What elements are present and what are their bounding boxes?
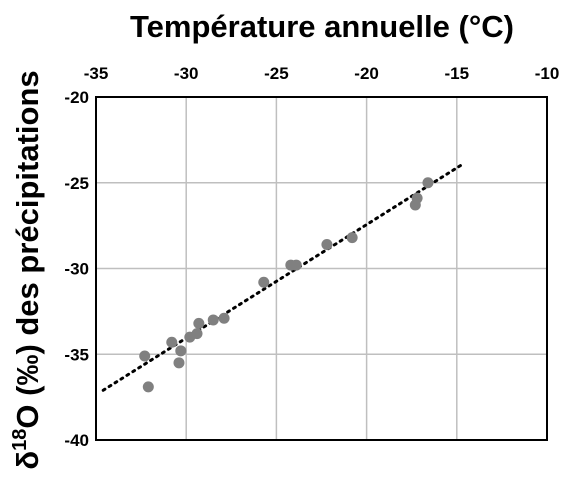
y-axis-label: δ18O (‰) des précipitations bbox=[9, 70, 45, 469]
y-tick-label: -25 bbox=[64, 174, 89, 193]
y-tick-label: -30 bbox=[64, 260, 89, 279]
data-points bbox=[139, 177, 434, 393]
data-point bbox=[166, 336, 178, 348]
data-point bbox=[321, 238, 333, 250]
x-tick-label: -10 bbox=[535, 64, 560, 83]
x-tick-label: -20 bbox=[354, 64, 379, 83]
data-point bbox=[175, 345, 187, 357]
x-tick-label: -25 bbox=[264, 64, 289, 83]
x-axis-ticks: -35 -30 -25 -20 -15 -10 bbox=[84, 64, 560, 83]
chart-title: Température annuelle (°C) bbox=[130, 9, 514, 44]
data-point bbox=[422, 177, 434, 189]
y-tick-label: -20 bbox=[64, 88, 89, 107]
y-axis-label-rest: O (‰) des précipitations bbox=[10, 70, 45, 428]
y-tick-label: -35 bbox=[64, 345, 89, 364]
data-point bbox=[207, 314, 219, 326]
y-axis-label-superscript: 18 bbox=[9, 429, 31, 451]
grid bbox=[95, 96, 548, 441]
svg-text:δ18O (‰) des précipitations: δ18O (‰) des précipitations bbox=[9, 70, 45, 469]
data-point bbox=[142, 381, 154, 393]
data-point bbox=[191, 328, 203, 340]
x-tick-label: -15 bbox=[445, 64, 470, 83]
plot-area bbox=[95, 96, 548, 441]
y-axis-label-delta: δ bbox=[10, 451, 45, 470]
data-point bbox=[193, 317, 205, 329]
data-point bbox=[411, 192, 423, 204]
data-point bbox=[139, 350, 151, 362]
x-tick-label: -30 bbox=[174, 64, 199, 83]
data-point bbox=[258, 276, 270, 288]
data-point bbox=[218, 312, 230, 324]
y-axis-ticks: -20 -25 -30 -35 -40 bbox=[64, 88, 89, 450]
data-point bbox=[346, 232, 358, 244]
x-tick-label: -35 bbox=[84, 64, 109, 83]
y-tick-label: -40 bbox=[64, 431, 89, 450]
data-point bbox=[173, 357, 185, 369]
trend-line bbox=[101, 164, 462, 392]
data-point bbox=[290, 259, 302, 271]
